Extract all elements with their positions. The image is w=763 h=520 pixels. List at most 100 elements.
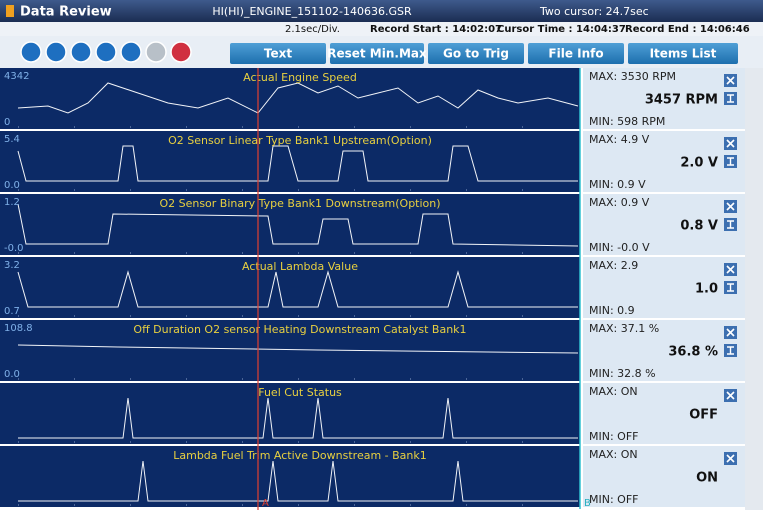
toolbar-button-label[interactable]: File Info	[548, 47, 603, 61]
toolbar-button[interactable]	[330, 43, 424, 64]
scale-max: 108.8	[4, 323, 33, 334]
remove-icon	[726, 76, 735, 85]
toolbar-button-label[interactable]: Text	[264, 47, 292, 61]
signal-panel: O2 Sensor Linear Type Bank1 Upstream(Opt…	[0, 131, 745, 194]
toolbar-button[interactable]	[428, 43, 524, 64]
toolbar-button[interactable]	[528, 43, 624, 64]
scale-max: 4342	[4, 71, 29, 82]
value-area	[583, 68, 745, 129]
graph-area	[0, 68, 580, 129]
toolbar-button[interactable]	[230, 43, 326, 64]
division: 2.1sec/Div.	[285, 24, 340, 35]
control-button[interactable]	[170, 41, 192, 63]
min-value: MIN: 598 RPM	[589, 115, 665, 128]
window-title: Data Review	[20, 5, 112, 20]
waveform	[17, 270, 578, 308]
toolbar-button[interactable]	[628, 43, 738, 64]
signal-title: Fuel Cut Status	[258, 386, 342, 399]
graph-area	[0, 257, 580, 318]
scale-icon	[727, 283, 734, 292]
control-button[interactable]	[145, 41, 167, 63]
signal-panel: Off Duration O2 sensor Heating Downstrea…	[0, 320, 745, 383]
scale-icon	[727, 94, 734, 103]
file-name: HI(HI)_ENGINE_151102-140636.GSR	[212, 5, 412, 18]
max-value: MAX: ON	[589, 385, 638, 398]
scale-max: 1.2	[4, 197, 20, 208]
scale-icon	[727, 157, 734, 166]
scale-icon	[727, 346, 734, 355]
current-value: 3457 RPM	[645, 93, 718, 108]
remove-icon	[726, 391, 735, 400]
control-button[interactable]	[20, 41, 42, 63]
min-value: MIN: OFF	[589, 430, 638, 443]
min-value: MIN: 0.9	[589, 304, 635, 317]
record-start: Record Start : 14:02:07	[370, 24, 502, 35]
signal-title: O2 Sensor Linear Type Bank1 Upstream(Opt…	[168, 134, 432, 147]
current-value: 1.0	[695, 282, 718, 297]
current-value: ON	[696, 471, 718, 486]
cursor-time: Cursor Time : 14:04:37	[497, 24, 626, 35]
signal-title: Lambda Fuel Trim Active Downstream - Ban…	[173, 449, 427, 462]
cursor-info: Two cursor: 24.7sec	[539, 5, 649, 18]
remove-icon	[726, 454, 735, 463]
cursor-a-label: A	[262, 498, 269, 509]
waveform	[17, 203, 579, 247]
max-value: MAX: ON	[589, 448, 638, 461]
record-end: Record End : 14:06:46	[625, 24, 750, 35]
control-button[interactable]	[120, 41, 142, 63]
cursor-b-label: B	[584, 498, 591, 509]
scale-min: 0.0	[4, 369, 20, 380]
scale-min: 0.0	[4, 180, 20, 191]
playback-controls	[20, 41, 192, 63]
toolbar-button-label[interactable]: Items List	[650, 47, 717, 61]
current-value: 0.8 V	[680, 219, 718, 234]
scale-max: 5.4	[4, 134, 20, 145]
value-area	[583, 131, 745, 192]
value-area	[583, 194, 745, 255]
signal-title: Actual Engine Speed	[243, 71, 357, 84]
waveform	[18, 460, 578, 502]
waveform	[17, 145, 578, 182]
signal-title: O2 Sensor Binary Type Bank1 Downstream(O…	[159, 197, 440, 210]
value-area	[583, 383, 745, 444]
min-value: MIN: -0.0 V	[589, 241, 650, 254]
value-area	[583, 320, 745, 381]
scale-min: 0	[4, 117, 10, 128]
control-button[interactable]	[95, 41, 117, 63]
remove-icon	[726, 139, 735, 148]
scale-min: -0.0	[4, 243, 24, 254]
max-value: MAX: 3530 RPM	[589, 70, 676, 83]
waveform	[18, 397, 578, 439]
max-value: MAX: 0.9 V	[589, 196, 650, 209]
signal-title: Actual Lambda Value	[242, 260, 358, 273]
remove-icon	[726, 202, 735, 211]
toolbar-button-label[interactable]: Reset Min.Max	[327, 47, 427, 61]
app-icon	[6, 5, 14, 17]
waveform	[17, 82, 579, 114]
current-value: 2.0 V	[680, 156, 718, 171]
graph-area	[0, 383, 580, 444]
value-area	[583, 446, 745, 507]
scale-icon	[727, 220, 734, 229]
signal-panel: Actual Lambda Value 3.2 0.7 MAX: 2.9 1.0 MIN:…	[0, 257, 745, 320]
max-value: MAX: 4.9 V	[589, 133, 650, 146]
signal-title: Off Duration O2 sensor Heating Downstrea…	[133, 323, 466, 336]
remove-icon	[726, 265, 735, 274]
scrollbar[interactable]	[745, 68, 763, 510]
toolbar-button-label[interactable]: Go to Trig	[443, 47, 509, 61]
scale-min: 0.7	[4, 306, 20, 317]
control-button[interactable]	[45, 41, 67, 63]
status-bar	[0, 22, 763, 36]
control-button[interactable]	[70, 41, 92, 63]
signal-panel: O2 Sensor Binary Type Bank1 Downstream(O…	[0, 194, 745, 257]
current-value: OFF	[689, 408, 718, 423]
value-area	[583, 257, 745, 318]
remove-icon	[726, 328, 735, 337]
max-value: MAX: 2.9	[589, 259, 638, 272]
signal-panel: Fuel Cut Status MAX: ON OFF MIN: OFF	[0, 383, 745, 446]
min-value: MIN: OFF	[589, 493, 638, 506]
scale-max: 3.2	[4, 260, 20, 271]
signal-panel: Lambda Fuel Trim Active Downstream - Ban…	[0, 446, 745, 509]
graph-area	[0, 446, 580, 507]
